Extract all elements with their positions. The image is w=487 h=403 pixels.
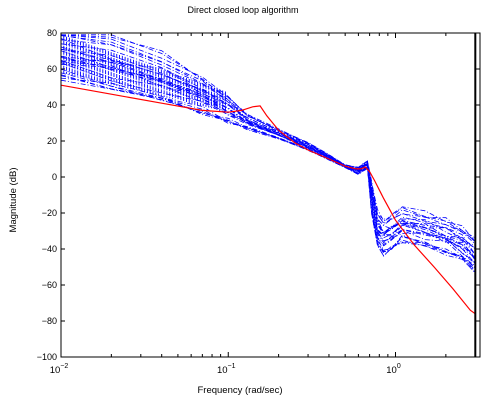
x-tick-label: 10−2 [50, 363, 69, 376]
estimate-series-line [61, 39, 476, 247]
plot-frame [60, 32, 481, 358]
estimate-series-line [61, 59, 476, 264]
y-tick-label: −40 [42, 244, 57, 254]
estimate-series-line [61, 55, 476, 258]
estimate-series-line [61, 48, 476, 249]
estimate-series-line [61, 72, 476, 268]
estimate-series-line [61, 46, 476, 258]
x-axis-ticks: 10−2 10−1 100 [50, 33, 476, 376]
estimate-series-line [61, 79, 476, 271]
y-axis-label: Magnitude (dB) [8, 168, 19, 233]
estimate-series-line [61, 56, 476, 260]
estimate-series-line [61, 34, 476, 242]
series-layer [61, 34, 476, 315]
y-tick-label: 40 [47, 100, 57, 110]
y-tick-label: −100 [37, 352, 57, 362]
estimate-series-line [61, 62, 476, 267]
x-axis-label: Frequency (rad/sec) [197, 385, 282, 396]
estimate-series-line [61, 43, 476, 256]
estimate-series-line [61, 63, 476, 263]
y-tick-label: 60 [47, 64, 57, 74]
estimate-series-line [61, 35, 476, 245]
estimate-series-line [61, 34, 476, 239]
y-tick-label: −80 [42, 316, 57, 326]
y-tick-label: 20 [47, 136, 57, 146]
model-series-line [61, 84, 476, 315]
y-tick-label: −60 [42, 280, 57, 290]
y-tick-label: 0 [52, 172, 57, 182]
estimate-series-line [61, 68, 476, 269]
y-tick-label: 80 [47, 28, 57, 38]
estimate-series-line [61, 74, 476, 274]
y-tick-label: −20 [42, 208, 57, 218]
estimate-series-line [61, 60, 476, 259]
y-axis-ticks: −100 −80 −60 −40 −20 0 20 40 60 80 [37, 28, 480, 362]
chart-title: Direct closed loop algorithm [187, 5, 298, 15]
estimate-series-line [61, 57, 476, 261]
estimate-series-line [61, 34, 476, 241]
x-tick-label: 10−1 [217, 363, 236, 376]
estimate-series-line [61, 34, 476, 243]
estimate-series-line [61, 75, 476, 273]
estimate-series-line [61, 49, 476, 250]
x-tick-label: 100 [386, 363, 401, 376]
